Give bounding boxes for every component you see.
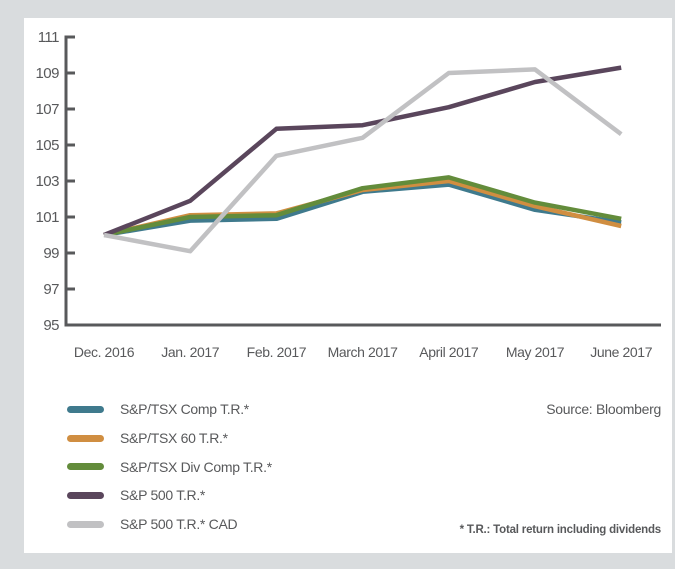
chart-card: 95 97 99 101 103 105 107 109 111 Dec. 2016 Jan. 2… — [24, 18, 672, 553]
legend-label: S&P 500 T.R.* — [120, 487, 206, 504]
series-line-4 — [103, 65, 622, 238]
legend-label: S&P 500 T.R.* CAD — [120, 516, 238, 533]
footnote: * T.R.: Total return including dividends — [459, 524, 662, 536]
legend-item: S&P 500 T.R.* CAD — [67, 510, 272, 539]
y-axis-tick-label: 103 — [35, 173, 59, 190]
x-axis-label: April 2017 — [419, 344, 479, 360]
legend-item: S&P 500 T.R.* — [67, 481, 272, 510]
legend-label: S&P/TSX Div Comp T.R.* — [120, 458, 272, 475]
series-line-3 — [103, 175, 622, 238]
x-axis-label: March 2017 — [327, 344, 398, 360]
x-axis-label: Feb. 2017 — [246, 344, 307, 360]
x-axis-label: May 2017 — [505, 344, 565, 360]
legend-label: S&P/TSX Comp T.R.* — [120, 401, 249, 418]
x-axis-label: Dec. 2016 — [73, 344, 135, 360]
y-axis-tick-label: 97 — [43, 281, 59, 298]
legend-swatch — [67, 520, 104, 528]
x-axis-label: Jan. 2017 — [161, 344, 220, 360]
chart-legend: S&P/TSX Comp T.R.* S&P/TSX 60 T.R.* S&P/TS… — [67, 395, 272, 538]
legend-swatch — [67, 405, 104, 413]
y-axis-tick-label: 99 — [43, 245, 59, 262]
legend-swatch — [67, 491, 104, 499]
y-axis-tick-label: 105 — [35, 137, 59, 154]
series-line-5 — [103, 67, 623, 254]
y-axis-tick-label: 111 — [38, 29, 59, 46]
legend-item: S&P/TSX Div Comp T.R.* — [67, 452, 272, 481]
x-axis-label: June 2017 — [590, 344, 653, 360]
y-axis-tick-label: 101 — [35, 209, 59, 226]
source-label: Source: Bloomberg — [546, 401, 661, 417]
legend-swatch — [67, 434, 104, 442]
y-axis-tick-label: 109 — [35, 65, 59, 82]
line-chart: 95 97 99 101 103 105 107 109 111 — [35, 29, 661, 334]
legend-swatch — [67, 463, 104, 471]
legend-label: S&P/TSX 60 T.R.* — [120, 430, 228, 447]
legend-item: S&P/TSX 60 T.R.* — [67, 424, 272, 453]
y-axis-tick-label: 107 — [35, 101, 59, 118]
legend-item: S&P/TSX Comp T.R.* — [67, 395, 272, 424]
y-axis-tick-label: 95 — [43, 317, 59, 334]
